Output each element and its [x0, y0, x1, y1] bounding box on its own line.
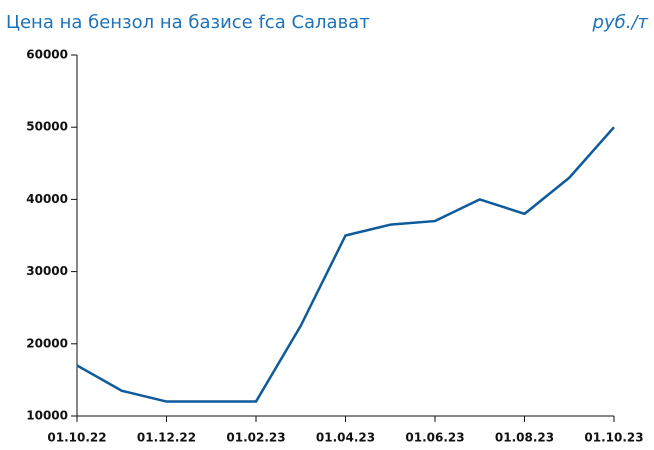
x-tick-label: 01.10.23	[584, 431, 643, 445]
x-tick-label: 01.06.23	[405, 431, 464, 445]
unit-label: руб./т	[592, 12, 649, 33]
x-tick-label: 01.02.23	[226, 431, 285, 445]
y-tick-label: 30000	[26, 264, 68, 278]
y-tick-label: 20000	[26, 336, 68, 350]
line	[76, 126, 615, 403]
chart-title: Цена на бензол на базисе fca Салават	[6, 12, 370, 33]
x-tick-label: 01.04.23	[316, 431, 375, 445]
x-tick-label: 01.08.23	[495, 431, 554, 445]
x-tick-label: 01.10.22	[47, 431, 106, 445]
x-tick-label: 01.12.22	[137, 431, 196, 445]
y-tick-label: 50000	[26, 120, 68, 134]
y-tick-label: 10000	[26, 409, 68, 423]
y-tick-label: 40000	[26, 192, 68, 206]
y-tick-label: 60000	[26, 48, 68, 62]
